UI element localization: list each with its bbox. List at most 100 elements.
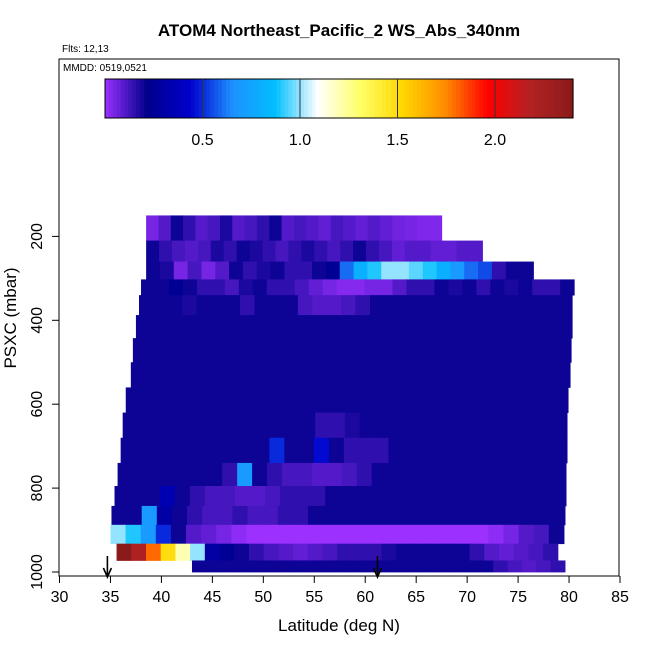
colorbar-swatch bbox=[311, 79, 317, 118]
heatmap-cell bbox=[369, 295, 385, 316]
heatmap-cell bbox=[450, 261, 465, 280]
heatmap-cell bbox=[165, 315, 181, 339]
flight-arrows bbox=[102, 556, 383, 579]
heatmap-cell bbox=[292, 505, 309, 526]
heatmap-cell bbox=[507, 437, 523, 464]
colorbar-swatch bbox=[257, 79, 262, 118]
heatmap-cell bbox=[233, 362, 249, 388]
x-tick-label: 35 bbox=[102, 589, 120, 606]
heatmap-cell bbox=[307, 505, 324, 526]
heatmap-cell bbox=[421, 560, 437, 573]
heatmap-cell bbox=[434, 279, 449, 296]
heatmap-cell bbox=[462, 437, 479, 464]
colorbar-swatch bbox=[108, 79, 114, 118]
heatmap-cell bbox=[496, 362, 512, 388]
heatmap-cell bbox=[256, 215, 270, 241]
colorbar-swatch bbox=[366, 79, 371, 118]
heatmap-cell bbox=[171, 505, 188, 526]
heatmap-cell bbox=[488, 524, 504, 545]
heatmap-cell bbox=[196, 412, 213, 439]
heatmap-cell bbox=[174, 486, 191, 507]
heatmap-cell bbox=[205, 338, 222, 363]
colorbar-swatch bbox=[194, 79, 200, 118]
plot-frame bbox=[58, 58, 620, 577]
heatmap-cell bbox=[266, 279, 282, 296]
heatmap-cell bbox=[522, 412, 538, 439]
colorbar-swatch bbox=[370, 79, 375, 118]
heatmap-cell bbox=[361, 387, 377, 413]
heatmap-cell bbox=[537, 437, 553, 464]
heatmap-cell bbox=[499, 315, 515, 339]
heatmap-cell bbox=[176, 338, 192, 363]
heatmap-cell bbox=[410, 338, 426, 363]
x-tick-label: 85 bbox=[611, 589, 629, 606]
colorbar-swatch bbox=[288, 79, 293, 118]
heatmap-cell bbox=[146, 261, 161, 280]
heatmap-cell bbox=[199, 387, 215, 413]
colorbar-swatch bbox=[253, 79, 258, 118]
colorbar-swatch bbox=[342, 79, 348, 118]
heatmap-cell bbox=[400, 486, 416, 507]
heatmap-cell bbox=[509, 387, 525, 413]
heatmap-cell bbox=[190, 543, 206, 561]
heatmap-cell bbox=[384, 295, 400, 316]
heatmap-cell bbox=[349, 560, 365, 573]
heatmap-cell bbox=[425, 543, 441, 561]
heatmap-cell bbox=[236, 240, 251, 262]
heatmap-cell bbox=[310, 486, 326, 507]
heatmap-cell bbox=[328, 437, 345, 464]
heatmap-cell bbox=[180, 437, 196, 464]
heatmap-cell bbox=[560, 279, 575, 296]
heatmap-cell bbox=[556, 338, 572, 363]
heatmap-cell bbox=[543, 543, 559, 561]
colorbar-swatch bbox=[105, 79, 110, 118]
chart-title: ATOM4 Northeast_Pacific_2 WS_Abs_340nm bbox=[158, 21, 520, 40]
heatmap-cell bbox=[173, 261, 189, 280]
colorbar-swatch bbox=[537, 79, 543, 118]
colorbar-frame bbox=[104, 78, 574, 119]
heatmap-cell bbox=[147, 462, 163, 487]
heatmap-cell bbox=[551, 462, 567, 487]
heatmap-cell bbox=[537, 412, 553, 439]
heatmap-cell bbox=[323, 505, 339, 526]
heatmap-cell bbox=[248, 543, 265, 561]
arrow-head bbox=[102, 567, 113, 579]
colorbar bbox=[104, 78, 574, 119]
heatmap-cell bbox=[518, 524, 535, 545]
heatmap-cell bbox=[498, 338, 514, 363]
heatmap-cell bbox=[269, 437, 285, 464]
heatmap-cell bbox=[132, 338, 148, 363]
heatmap-cell bbox=[268, 295, 284, 316]
heatmap-cell bbox=[536, 462, 552, 487]
heatmap-cell bbox=[454, 543, 471, 561]
heatmap-cell bbox=[140, 387, 156, 413]
heatmap-cell bbox=[298, 261, 313, 280]
heatmap-cell bbox=[207, 462, 223, 487]
heatmap-cell bbox=[528, 543, 544, 561]
heatmap-cell bbox=[232, 505, 249, 526]
colorbar-swatch bbox=[479, 79, 484, 118]
x-tick-label: 30 bbox=[51, 589, 69, 606]
colorbar-swatch bbox=[190, 79, 196, 118]
heatmap-cell bbox=[383, 505, 400, 526]
colorbar-swatch bbox=[233, 79, 239, 118]
heatmap-cell bbox=[353, 240, 367, 262]
heatmap-cell bbox=[536, 560, 552, 573]
heatmap-cell bbox=[111, 505, 128, 526]
heatmap-cell bbox=[293, 543, 309, 561]
heatmap-cell bbox=[240, 295, 255, 316]
heatmap-cell bbox=[430, 240, 445, 262]
heatmap-cell bbox=[146, 215, 159, 241]
heatmap-cell bbox=[330, 412, 346, 439]
heatmap-cell bbox=[550, 486, 567, 507]
colorbar-swatch bbox=[553, 79, 558, 118]
heatmap-cell bbox=[415, 486, 432, 507]
heatmap-cell bbox=[215, 261, 230, 280]
heatmap-cell bbox=[207, 215, 221, 241]
heatmap-cell bbox=[311, 462, 328, 487]
colorbar-swatch bbox=[530, 79, 535, 118]
heatmap-cell bbox=[235, 560, 250, 573]
heatmap-cell bbox=[477, 437, 494, 464]
heatmap-cell bbox=[263, 543, 279, 561]
